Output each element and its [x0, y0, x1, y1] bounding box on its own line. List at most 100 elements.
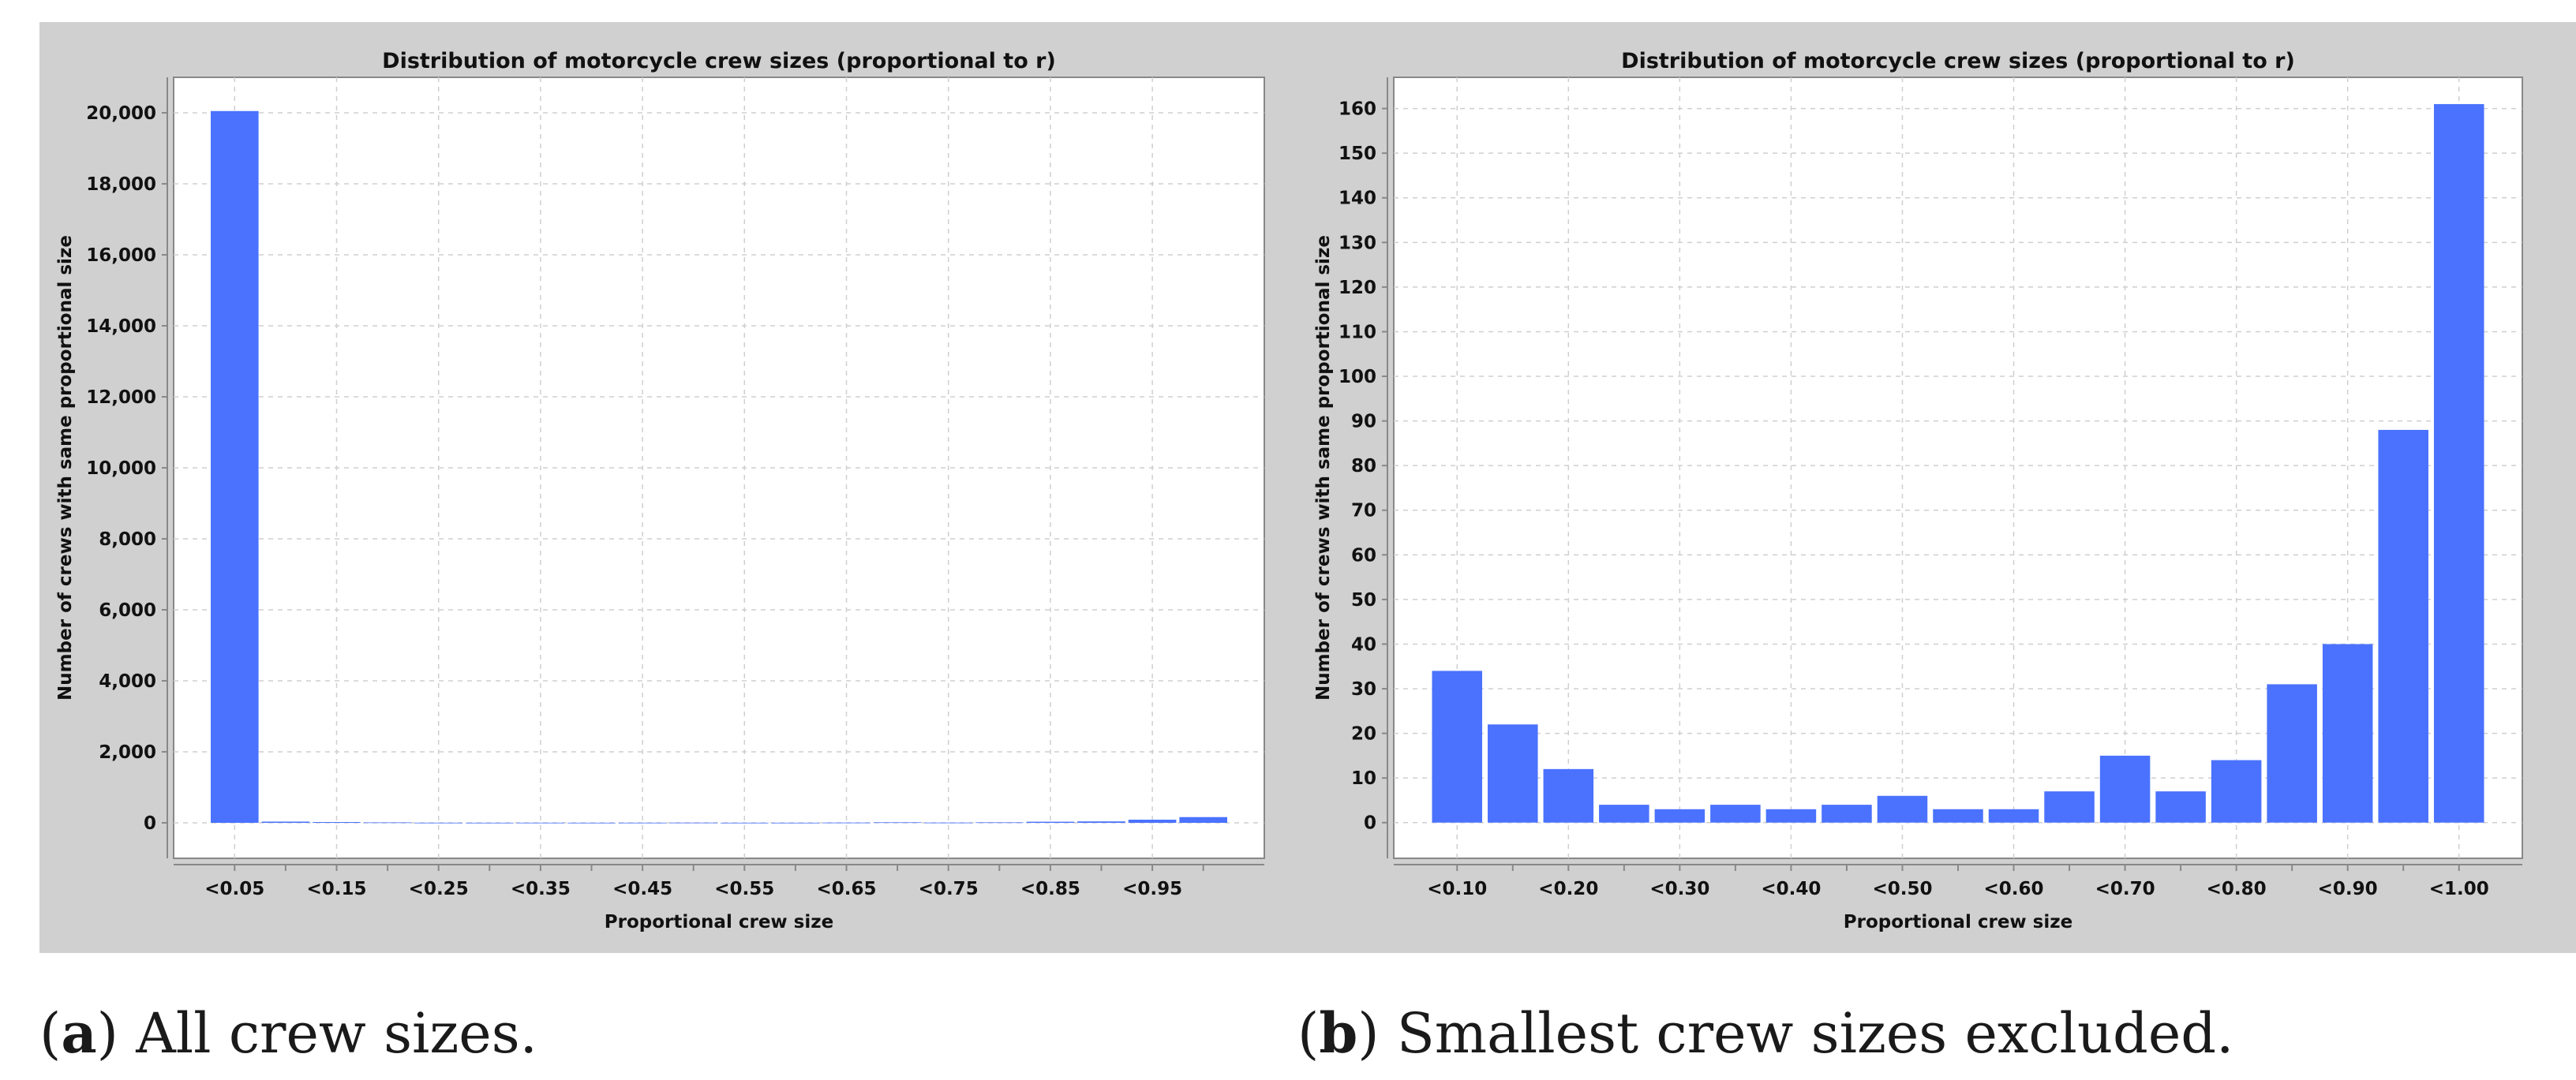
chart-panel-a: Distribution of motorcycle crew sizes (p… [39, 22, 1320, 953]
x-tick-label: <0.50 [1872, 879, 1932, 899]
x-tick-label: <0.90 [2318, 879, 2378, 899]
x-tick-label: <0.70 [2095, 879, 2155, 899]
y-tick-label: 14,000 [86, 316, 156, 337]
x-axis-label: Proportional crew size [1844, 912, 2072, 932]
y-tick-label: 100 [1339, 367, 1376, 387]
x-tick-label: <0.55 [714, 879, 774, 899]
bar [1128, 820, 1177, 823]
y-tick-label: 30 [1351, 679, 1376, 700]
bar [2211, 760, 2262, 823]
y-tick-label: 40 [1351, 634, 1376, 655]
y-tick-label: 110 [1339, 322, 1376, 342]
x-tick-label: <0.85 [1020, 879, 1080, 899]
caption-b: (b) Smallest crew sizes excluded. [1297, 1000, 2234, 1066]
bar [721, 822, 769, 824]
y-tick-label: 20,000 [86, 103, 156, 124]
bar [2044, 791, 2095, 823]
y-tick-label: 0 [1364, 813, 1376, 834]
bar [1077, 821, 1125, 823]
y-tick-label: 12,000 [86, 387, 156, 408]
y-tick-label: 130 [1339, 233, 1376, 253]
x-tick-label: <0.30 [1649, 879, 1709, 899]
x-tick-label: <0.15 [306, 879, 366, 899]
x-tick-label: <0.75 [919, 879, 979, 899]
y-tick-label: 8,000 [99, 529, 156, 550]
y-axis-label: Number of crews with same proportional s… [55, 235, 76, 701]
bar [1179, 817, 1227, 823]
bar [1599, 805, 1649, 823]
bar [2322, 644, 2373, 823]
y-tick-label: 2,000 [99, 742, 156, 763]
y-tick-label: 6,000 [99, 600, 156, 621]
x-tick-label: <0.20 [1538, 879, 1598, 899]
bar [1877, 795, 1928, 823]
bar [363, 822, 412, 824]
x-tick-label: <0.35 [511, 879, 571, 899]
chart-title: Distribution of motorcycle crew sizes (p… [1621, 49, 2295, 73]
bar [771, 822, 820, 824]
y-tick-label: 120 [1339, 278, 1376, 298]
bar [1933, 809, 1983, 823]
x-tick-label: <0.80 [2207, 879, 2267, 899]
y-tick-label: 20 [1351, 724, 1376, 745]
bar [211, 110, 259, 823]
bar [261, 821, 310, 823]
y-tick-label: 18,000 [86, 174, 156, 195]
bar-chart-a: Distribution of motorcycle crew sizes (p… [55, 49, 1265, 932]
y-axis-label: Number of crews with same proportional s… [1313, 235, 1334, 701]
bar [516, 822, 565, 824]
bar [2155, 791, 2206, 823]
bar [313, 822, 361, 823]
x-tick-label: <0.95 [1122, 879, 1182, 899]
bar [1432, 671, 1483, 823]
bar [1026, 821, 1075, 823]
bar [1488, 724, 1538, 823]
y-tick-label: 150 [1339, 144, 1376, 164]
bar [669, 822, 717, 824]
x-tick-label: <0.05 [204, 879, 264, 899]
caption-a-text: All crew sizes. [118, 1001, 537, 1066]
y-tick-label: 140 [1339, 189, 1376, 209]
x-tick-label: <0.45 [612, 879, 672, 899]
bar [1765, 809, 1817, 823]
chart-panel-b: Distribution of motorcycle crew sizes (p… [1297, 22, 2576, 953]
y-tick-label: 50 [1351, 590, 1376, 611]
caption-a: (a) All crew sizes. [39, 1000, 537, 1066]
x-tick-label: <1.00 [2429, 879, 2489, 899]
x-tick-label: <0.40 [1761, 879, 1821, 899]
bar [924, 822, 972, 824]
x-tick-label: <0.10 [1427, 879, 1487, 899]
y-tick-label: 4,000 [99, 671, 156, 692]
caption-b-letter: b [1319, 1000, 1358, 1066]
x-axis-label: Proportional crew size [605, 912, 833, 932]
bar [2099, 755, 2151, 823]
x-tick-label: <0.60 [1984, 879, 2044, 899]
bar [822, 822, 871, 824]
x-tick-label: <0.65 [816, 879, 876, 899]
bar [567, 822, 616, 824]
bar [975, 822, 1024, 824]
y-tick-label: 90 [1351, 412, 1376, 432]
bar [466, 822, 514, 824]
y-tick-label: 70 [1351, 501, 1376, 521]
x-tick-label: <0.25 [409, 879, 469, 899]
bar [1543, 768, 1594, 823]
bar [2378, 429, 2428, 823]
y-tick-label: 80 [1351, 456, 1376, 476]
caption-a-letter: a [61, 1000, 97, 1066]
bar [2433, 103, 2484, 823]
bar [1710, 805, 1761, 823]
y-tick-label: 10,000 [86, 458, 156, 479]
y-tick-label: 60 [1351, 545, 1376, 566]
y-tick-label: 16,000 [86, 245, 156, 266]
caption-b-text: Smallest crew sizes excluded. [1379, 1001, 2234, 1066]
bar [1822, 805, 1872, 823]
y-tick-label: 10 [1351, 768, 1376, 789]
chart-title: Distribution of motorcycle crew sizes (p… [382, 49, 1056, 73]
bar [618, 822, 667, 824]
y-tick-label: 0 [144, 813, 156, 834]
bar [1654, 809, 1705, 823]
bar [2267, 684, 2317, 823]
bar [1988, 809, 2039, 823]
bar [414, 822, 462, 824]
